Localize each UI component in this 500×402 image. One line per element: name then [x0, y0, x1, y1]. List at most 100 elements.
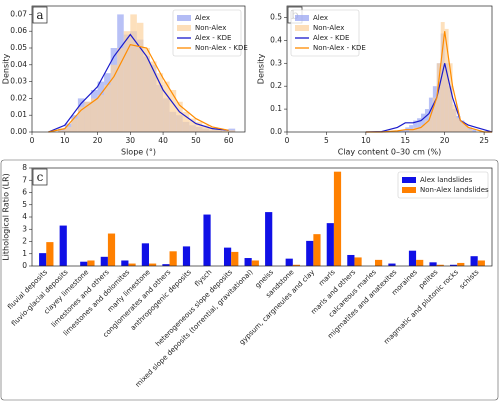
y-tick-label: 6 [22, 188, 27, 197]
histogram-bar [163, 81, 170, 132]
kde-line [48, 33, 229, 133]
histogram-bar [448, 63, 453, 132]
y-tick-label: 0.2 [270, 81, 282, 90]
histogram-bar [228, 130, 236, 132]
kde-line [48, 43, 229, 133]
bar [477, 260, 485, 266]
legend-label: Non-Alex - KDE [313, 44, 366, 52]
bar [223, 247, 232, 266]
histogram-bar [130, 14, 137, 132]
y-tick-label: 0.4 [270, 35, 282, 44]
bar [169, 251, 177, 266]
legend-label: Alex [195, 14, 210, 22]
panel-label: a [36, 8, 43, 22]
panel-label: c [37, 170, 44, 184]
bar [408, 250, 417, 266]
bar [265, 212, 273, 266]
histogram-bar [421, 113, 425, 132]
bar [388, 263, 396, 266]
y-tick-label: 0.0 [270, 127, 282, 136]
bar [449, 264, 458, 266]
histogram-bar [464, 125, 469, 132]
histogram-bar [123, 31, 131, 133]
x-tick-label: 40 [158, 136, 168, 145]
histogram-bar [215, 128, 223, 132]
histogram-bar [222, 130, 229, 132]
histogram-bar [432, 97, 437, 132]
histogram-bar [436, 63, 441, 132]
bar [326, 223, 334, 266]
bar [244, 258, 252, 266]
legend-swatch [402, 187, 416, 193]
bar [39, 253, 47, 266]
y-tick-label: 5 [22, 200, 27, 209]
x-tick-label: 0 [285, 136, 290, 145]
panel-label-box [32, 168, 48, 186]
y-tick-label: 0.01 [10, 110, 27, 119]
bar [100, 256, 108, 266]
y-tick-label: 4 [22, 212, 27, 221]
histogram-bar [208, 126, 216, 132]
y-tick-label: 0.07 [10, 9, 27, 18]
histogram-bar [90, 98, 98, 132]
bar [87, 260, 95, 266]
bar [470, 256, 478, 266]
bar [149, 263, 157, 266]
legend-swatch [177, 25, 191, 31]
histogram-bar [417, 127, 422, 132]
bar [457, 262, 465, 266]
histogram-bar [424, 120, 429, 132]
histogram-bar [110, 64, 118, 132]
histogram-bar [468, 129, 473, 132]
histogram-bar [401, 129, 406, 132]
bar [436, 264, 444, 266]
bar [128, 263, 136, 266]
x-tick-label: 10 [361, 136, 371, 145]
histogram-bar [97, 95, 105, 132]
y-tick-label: 0.00 [10, 127, 27, 136]
y-tick-label: 2 [22, 237, 27, 246]
legend-box [172, 9, 242, 57]
x-tick-label: 60 [224, 136, 234, 145]
histogram-bar [440, 22, 445, 133]
legend-label: Non-Alex landslides [420, 186, 489, 194]
x-tick-label: 20 [440, 136, 450, 145]
bar [182, 246, 191, 266]
bar [203, 214, 211, 266]
panel-c-frame [0, 159, 499, 401]
legend-label: Alex landslides [420, 176, 473, 184]
y-tick-label: 0.03 [10, 77, 27, 86]
histogram-bar [417, 118, 422, 132]
y-axis-label: Density [257, 54, 266, 85]
legend-label: Alex [313, 14, 328, 22]
legend-swatch [295, 15, 309, 21]
histogram-bar [149, 61, 157, 132]
histogram-bar [71, 118, 78, 132]
histogram-bar [409, 125, 414, 132]
histogram-bar [202, 125, 209, 132]
y-tick-label: 0.06 [10, 26, 27, 35]
histogram-bar [136, 22, 144, 132]
y-tick-label: 0 [22, 261, 27, 270]
bar [333, 171, 342, 266]
bar [46, 242, 54, 266]
histogram-bar [456, 118, 461, 132]
legend-swatch [295, 25, 309, 31]
bar [416, 259, 424, 266]
histogram-bar [64, 126, 72, 132]
bar [107, 233, 116, 266]
histogram-bar [143, 48, 150, 132]
histogram-bar [169, 90, 177, 132]
histogram-bar [195, 121, 203, 132]
y-axis-label: Lithological Ratio (LR) [2, 173, 11, 261]
x-tick-label: 0 [30, 136, 35, 145]
bar [347, 254, 355, 266]
x-axis-label: Clay content 0–30 cm (%) [338, 148, 442, 157]
y-tick-label: 0.5 [270, 12, 282, 21]
histogram-bar [117, 48, 124, 132]
histogram-bar [444, 28, 449, 133]
y-tick-label: 3 [22, 224, 27, 233]
x-tick-label: 25 [479, 136, 489, 145]
